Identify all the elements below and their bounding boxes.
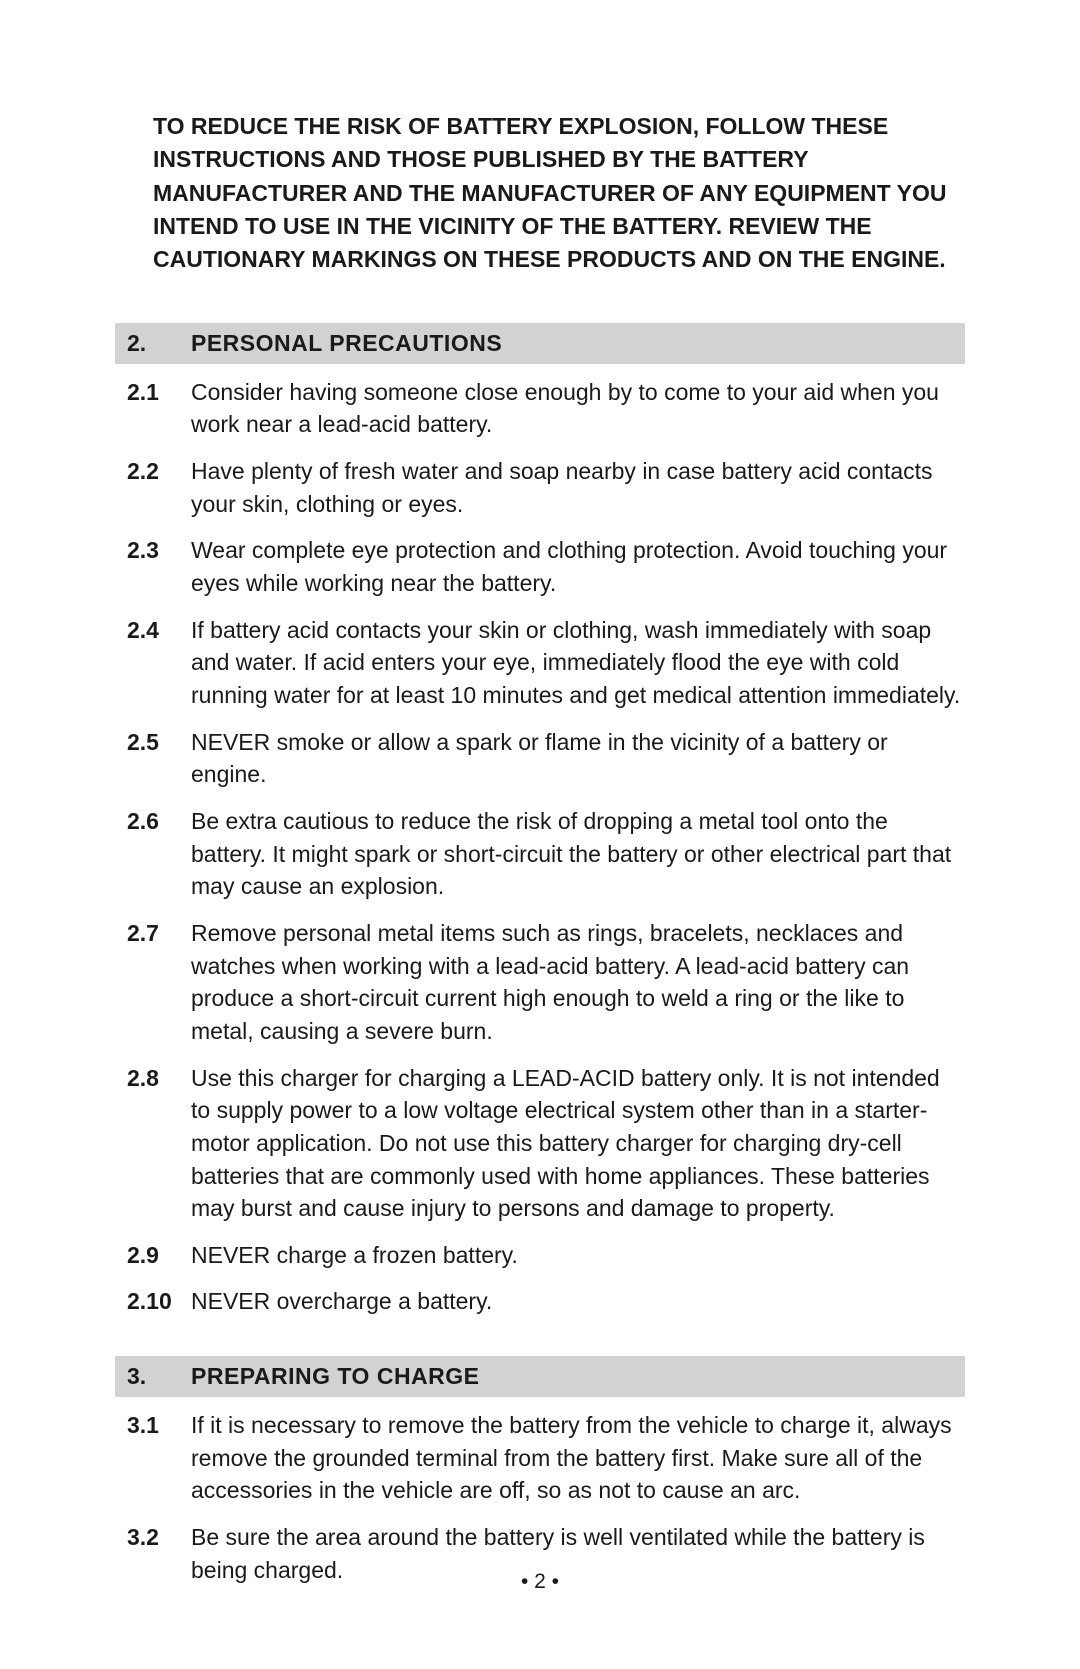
- section-number: 2.: [127, 330, 191, 357]
- list-item: 2.6 Be extra cautious to reduce the risk…: [115, 805, 965, 903]
- page-number: • 2 •: [0, 1570, 1080, 1594]
- list-item: 2.7 Remove personal metal items such as …: [115, 917, 965, 1048]
- item-text: Be extra cautious to reduce the risk of …: [191, 805, 965, 903]
- section-number: 3.: [127, 1363, 191, 1390]
- item-number: 2.1: [127, 376, 191, 441]
- item-number: 2.6: [127, 805, 191, 903]
- item-text: NEVER charge a frozen battery.: [191, 1239, 965, 1272]
- list-item: 2.3 Wear complete eye protection and clo…: [115, 534, 965, 599]
- item-number: 2.9: [127, 1239, 191, 1272]
- item-number: 2.2: [127, 455, 191, 520]
- item-number: 2.3: [127, 534, 191, 599]
- section-title: PERSONAL PRECAUTIONS: [191, 330, 502, 357]
- intro-paragraph: TO REDUCE THE RISK OF BATTERY EXPLOSION,…: [153, 110, 965, 277]
- list-item: 2.1 Consider having someone close enough…: [115, 376, 965, 441]
- item-text: If it is necessary to remove the battery…: [191, 1409, 965, 1507]
- list-item: 2.4 If battery acid contacts your skin o…: [115, 614, 965, 712]
- list-item: 2.2 Have plenty of fresh water and soap …: [115, 455, 965, 520]
- section-title: PREPARING TO CHARGE: [191, 1363, 480, 1390]
- item-number: 2.4: [127, 614, 191, 712]
- list-item: 2.5 NEVER smoke or allow a spark or flam…: [115, 726, 965, 791]
- item-text: Remove personal metal items such as ring…: [191, 917, 965, 1048]
- item-text: Use this charger for charging a LEAD-ACI…: [191, 1062, 965, 1225]
- item-number: 2.5: [127, 726, 191, 791]
- item-text: Have plenty of fresh water and soap near…: [191, 455, 965, 520]
- item-text: NEVER overcharge a battery.: [191, 1285, 965, 1318]
- item-number: 2.7: [127, 917, 191, 1048]
- list-item: 3.1 If it is necessary to remove the bat…: [115, 1409, 965, 1507]
- item-text: Wear complete eye protection and clothin…: [191, 534, 965, 599]
- section-header-preparing-to-charge: 3. PREPARING TO CHARGE: [115, 1356, 965, 1397]
- item-number: 2.8: [127, 1062, 191, 1225]
- item-number: 2.10: [127, 1285, 191, 1318]
- item-number: 3.1: [127, 1409, 191, 1507]
- item-text: Consider having someone close enough by …: [191, 376, 965, 441]
- section-header-personal-precautions: 2. PERSONAL PRECAUTIONS: [115, 323, 965, 364]
- document-page: TO REDUCE THE RISK OF BATTERY EXPLOSION,…: [0, 0, 1080, 1669]
- item-text: If battery acid contacts your skin or cl…: [191, 614, 965, 712]
- item-text: NEVER smoke or allow a spark or flame in…: [191, 726, 965, 791]
- list-item: 2.8 Use this charger for charging a LEAD…: [115, 1062, 965, 1225]
- list-item: 2.10 NEVER overcharge a battery.: [115, 1285, 965, 1318]
- list-item: 2.9 NEVER charge a frozen battery.: [115, 1239, 965, 1272]
